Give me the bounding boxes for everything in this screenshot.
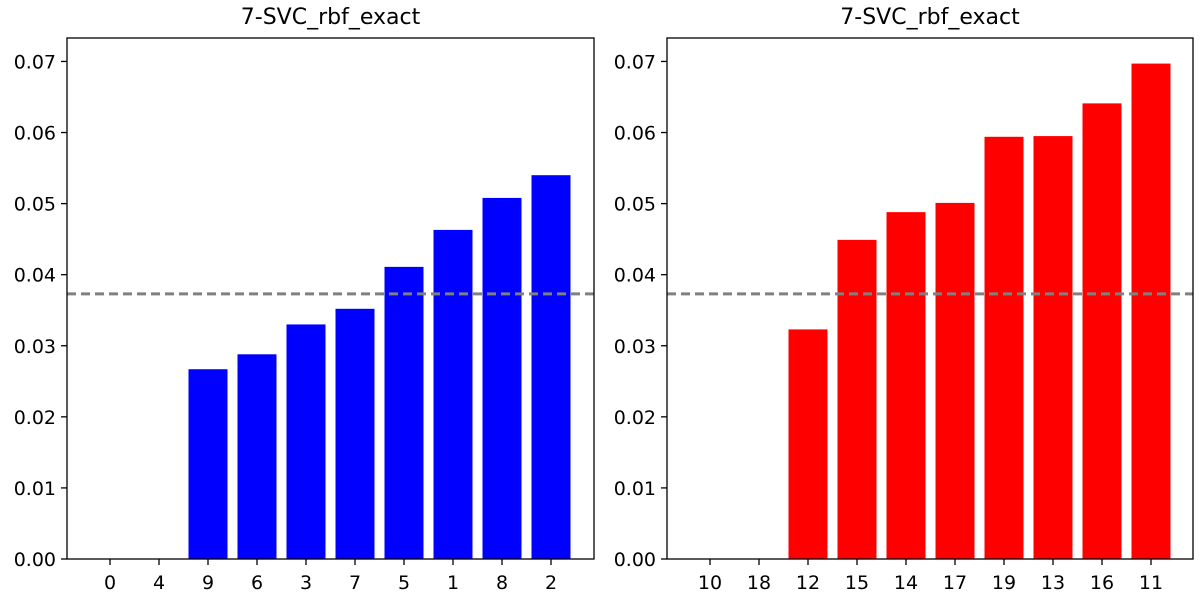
- left-xtick-label: 1: [447, 572, 459, 594]
- left-xtick-label: 4: [153, 572, 165, 594]
- left-bar-6: [237, 354, 277, 559]
- left-ytick-label: 0.04: [14, 265, 56, 287]
- right-bar-14: [886, 212, 926, 560]
- left-bar-2: [531, 175, 571, 559]
- left-bar-5: [384, 266, 424, 559]
- right-xtick-label: 19: [992, 572, 1016, 594]
- left-ytick-label: 0.07: [14, 51, 56, 73]
- right-axes-frame: [666, 37, 1194, 560]
- right-ytick-label: 0.07: [614, 51, 656, 73]
- right-ytick-label: 0.01: [614, 478, 656, 500]
- right-ytick-label: 0.05: [614, 194, 656, 216]
- left-xtick-label: 6: [251, 572, 263, 594]
- right-bar-16: [1082, 103, 1122, 559]
- right-chart-panel: 0.00 0.01 0.02 0.03 0.04 0.05 0.06 0.07 10 18 12 15…: [614, 5, 1194, 594]
- left-ytick-label: 0.00: [14, 549, 56, 571]
- right-ytick-label: 0.04: [614, 265, 656, 287]
- left-chart-title: 7-SVC_rbf_exact: [241, 5, 421, 30]
- right-bar-11: [1131, 63, 1171, 560]
- left-bar-7: [335, 308, 375, 559]
- left-chart-panel: 0.00 0.01 0.02 0.03 0.04 0.05 0.06 0.07 0 4 9 6 3 7 5 1…: [14, 5, 595, 594]
- right-ytick-label: 0.06: [614, 123, 656, 145]
- left-ytick-label: 0.01: [14, 478, 56, 500]
- right-xtick-label: 17: [943, 572, 967, 594]
- right-ytick-label: 0.02: [614, 407, 656, 429]
- right-chart-title: 7-SVC_rbf_exact: [840, 5, 1020, 30]
- left-xtick-label: 8: [496, 572, 508, 594]
- left-ytick-label: 0.02: [14, 407, 56, 429]
- left-bar-8: [482, 197, 522, 559]
- left-axes-frame: [66, 37, 595, 560]
- left-xtick-label: 5: [398, 572, 410, 594]
- right-bar-15: [837, 239, 877, 559]
- right-bar-13: [1033, 136, 1073, 559]
- left-xtick-label: 9: [202, 572, 214, 594]
- left-ytick-label: 0.03: [14, 336, 56, 358]
- right-xtick-label: 15: [845, 572, 869, 594]
- left-ytick-label: 0.05: [14, 194, 56, 216]
- left-bar-9: [188, 369, 228, 559]
- right-xtick-label: 13: [1041, 572, 1065, 594]
- left-xtick-label: 2: [545, 572, 557, 594]
- right-xtick-label: 18: [747, 572, 771, 594]
- left-xtick-label: 3: [300, 572, 312, 594]
- right-xtick-label: 12: [796, 572, 820, 594]
- right-xtick-label: 14: [894, 572, 918, 594]
- right-xtick-label: 16: [1090, 572, 1114, 594]
- right-ytick-label: 0.00: [614, 549, 656, 571]
- left-ytick-label: 0.06: [14, 123, 56, 145]
- left-bar-3: [286, 324, 326, 559]
- right-xtick-label: 10: [698, 572, 722, 594]
- right-bar-19: [984, 136, 1024, 559]
- left-xtick-label: 0: [104, 572, 116, 594]
- left-xtick-label: 7: [349, 572, 361, 594]
- left-bar-1: [433, 229, 473, 559]
- right-xtick-label: 11: [1139, 572, 1163, 594]
- right-bar-12: [788, 329, 828, 559]
- right-bar-17: [935, 202, 975, 560]
- right-ytick-label: 0.03: [614, 336, 656, 358]
